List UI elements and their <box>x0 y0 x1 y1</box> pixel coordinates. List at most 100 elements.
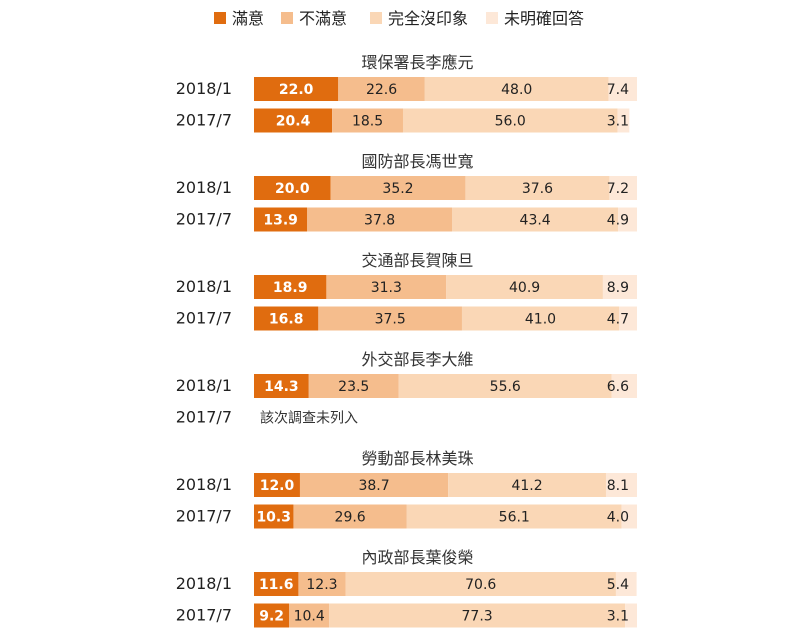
data-label: 22.0 <box>279 82 314 98</box>
bar-segment <box>617 108 630 133</box>
bar-segment <box>611 374 637 398</box>
bar-segment <box>254 207 308 232</box>
bar-segment <box>293 504 407 529</box>
bar-segment <box>402 108 618 133</box>
row-label: 2018/1 <box>176 475 232 494</box>
data-label: 10.4 <box>294 609 325 625</box>
group-title-1: 環保署長李應元 <box>361 53 473 72</box>
row-label: 2018/1 <box>176 79 232 98</box>
bar-segment <box>254 572 299 596</box>
row-note: 該次調查未列入 <box>260 411 358 427</box>
group-title-3: 交通部長賀陳旦 <box>361 251 473 270</box>
bar-segment <box>318 306 462 331</box>
bar-segment <box>298 572 346 596</box>
data-label: 29.6 <box>335 510 366 526</box>
data-label: 70.6 <box>465 577 496 593</box>
row-label: 2018/1 <box>176 574 232 593</box>
data-label: 43.4 <box>520 213 551 229</box>
data-label: 37.5 <box>375 312 406 328</box>
legend-label-2: 不滿意 <box>299 9 347 28</box>
row-label: 2017/7 <box>176 606 232 625</box>
bar-segment <box>329 603 626 628</box>
bar-segment <box>332 108 403 133</box>
data-label: 6.6 <box>607 379 629 395</box>
legend-label-4: 未明確回答 <box>504 9 584 28</box>
data-label: 38.7 <box>358 478 389 494</box>
row-label: 2018/1 <box>176 178 232 197</box>
data-label: 7.2 <box>607 181 629 197</box>
bar-segment <box>254 275 327 299</box>
data-label: 20.0 <box>275 181 310 197</box>
legend-label-3: 完全沒印象 <box>388 9 468 28</box>
group-title-5: 勞動部長林美珠 <box>361 449 473 468</box>
bar-segment <box>254 176 331 200</box>
bar-segment <box>326 275 447 299</box>
data-label: 41.2 <box>511 478 542 494</box>
bar-segment <box>345 572 616 596</box>
bar-segment <box>338 77 425 101</box>
data-label: 37.6 <box>522 181 553 197</box>
data-label: 23.5 <box>338 379 369 395</box>
row-label: 2018/1 <box>176 277 232 296</box>
data-label: 18.5 <box>352 114 383 130</box>
bar-segment <box>615 572 637 596</box>
bar-segment <box>254 504 294 529</box>
bar-segment <box>299 473 449 497</box>
data-label: 56.0 <box>495 114 526 130</box>
data-label: 10.3 <box>256 510 291 526</box>
bar-segment <box>608 77 637 101</box>
data-label: 3.1 <box>607 609 629 625</box>
row-label: 2017/7 <box>176 507 232 526</box>
bar-segment <box>605 473 637 497</box>
row-label: 2017/7 <box>176 111 232 130</box>
row-label: 2017/7 <box>176 309 232 328</box>
group-title-4: 外交部長李大維 <box>361 350 473 369</box>
bar-segment <box>465 176 610 200</box>
group-title-2: 國防部長馮世寬 <box>361 152 473 171</box>
data-label: 7.4 <box>607 82 629 98</box>
bar-segment <box>254 603 290 628</box>
bar-segment <box>618 306 637 331</box>
bar-segment <box>461 306 619 331</box>
data-label: 14.3 <box>264 379 299 395</box>
data-label: 35.2 <box>382 181 413 197</box>
bar-segment <box>424 77 609 101</box>
data-label: 13.9 <box>263 213 298 229</box>
bar-segment <box>398 374 612 398</box>
data-label: 77.3 <box>462 609 493 625</box>
bar-segment <box>625 603 637 628</box>
data-label: 4.0 <box>607 510 629 526</box>
data-label: 22.6 <box>366 82 397 98</box>
bar-segment <box>307 207 453 232</box>
bar-segment <box>254 306 319 331</box>
bar-segment <box>602 275 637 299</box>
bar-segment <box>254 473 300 497</box>
data-label: 37.8 <box>364 213 395 229</box>
bar-segment <box>289 603 330 628</box>
bar-segment <box>618 207 637 232</box>
data-label: 9.2 <box>259 609 284 625</box>
data-label: 16.8 <box>269 312 304 328</box>
bar-segment <box>609 176 637 200</box>
data-label: 4.7 <box>607 312 629 328</box>
row-label: 2018/1 <box>176 376 232 395</box>
bar-segment <box>452 207 619 232</box>
data-label: 55.6 <box>490 379 521 395</box>
data-label: 5.4 <box>607 577 629 593</box>
data-label: 18.9 <box>273 280 308 296</box>
bar-segment <box>621 504 637 529</box>
legend-swatch-3 <box>370 12 382 24</box>
data-label: 8.9 <box>607 280 629 296</box>
data-label: 48.0 <box>501 82 532 98</box>
data-label: 20.4 <box>276 114 311 130</box>
data-label: 40.9 <box>509 280 540 296</box>
data-label: 31.3 <box>371 280 402 296</box>
data-label: 11.6 <box>259 577 294 593</box>
bar-segment <box>330 176 466 200</box>
bar-segment <box>308 374 399 398</box>
data-label: 3.1 <box>607 114 629 130</box>
data-label: 41.0 <box>525 312 556 328</box>
legend-label-1: 滿意 <box>232 9 264 28</box>
legend-swatch-4 <box>486 12 498 24</box>
